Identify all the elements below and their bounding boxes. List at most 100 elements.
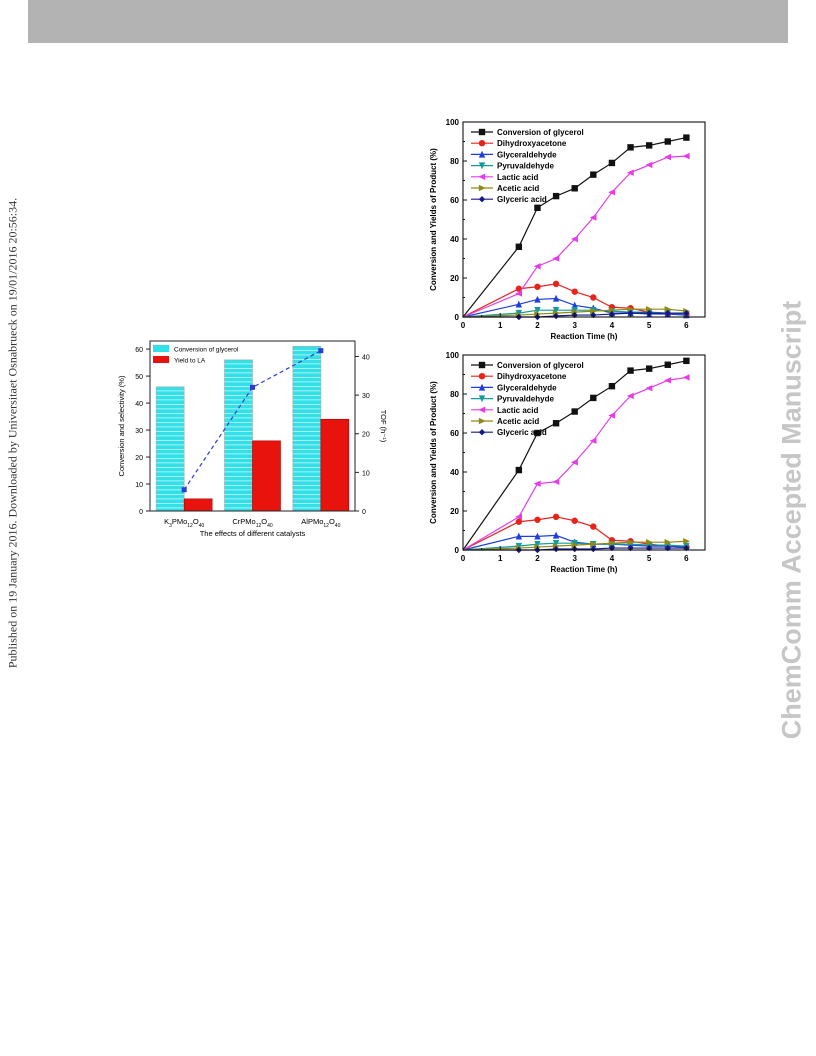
legend-label-0: Conversion of glycerol — [497, 128, 584, 137]
series-5-point-10 — [683, 538, 691, 545]
x-category-label-part: K — [164, 517, 169, 526]
x-category-label-part: 3 — [169, 523, 172, 529]
legend-label-1: Yield to LA — [174, 358, 206, 365]
legend-label-3: Pyruvaldehyde — [497, 395, 554, 404]
y-tick-label: 40 — [450, 235, 459, 244]
series-4-point-1 — [515, 513, 523, 521]
x-tick-label: 4 — [610, 321, 615, 330]
series-0-point-2 — [534, 204, 541, 211]
series-3-point-3 — [552, 539, 560, 547]
series-0-point-3 — [552, 192, 560, 200]
series-0-point-6 — [608, 383, 616, 390]
y-tick-label: 20 — [135, 455, 143, 462]
y2-tick-label: 30 — [362, 393, 370, 400]
series-1-point-1 — [515, 518, 523, 525]
legend-marker-6 — [478, 429, 486, 436]
y-tick-label: 60 — [450, 429, 459, 438]
side-right-watermark: ChemComm Accepted Manuscript — [766, 200, 816, 840]
legend-marker-0 — [478, 128, 486, 136]
series-1-point-3 — [552, 513, 560, 521]
series-0-point-7 — [627, 367, 634, 374]
bar-conversion-2 — [292, 346, 322, 512]
legend-label-6: Glyceric acid — [497, 428, 547, 437]
y-tick-label: 50 — [135, 374, 143, 381]
tof-point-0 — [181, 487, 187, 493]
legend-label-1: Dihydroxyacetone — [497, 372, 567, 381]
series-5-point-4 — [571, 541, 579, 549]
plot-frame — [149, 340, 356, 512]
download-notice: Published on 19 January 2016. Downloaded… — [5, 197, 20, 669]
x-category-label-part: 40 — [267, 523, 273, 529]
series-4-point-1 — [515, 290, 523, 297]
x-category-label-part: 12 — [323, 523, 329, 529]
series-0-point-5 — [590, 171, 597, 178]
x-tick-label: 3 — [572, 554, 577, 563]
x-tick-label: 5 — [647, 321, 652, 330]
y-tick-label: 10 — [135, 482, 143, 489]
legend-label-2: Glyceraldehyde — [497, 383, 557, 392]
legend-marker-4 — [478, 406, 486, 413]
series-4-point-3 — [552, 478, 560, 485]
x-category-label-part: 12 — [187, 523, 193, 529]
series-4-point-5 — [589, 214, 597, 221]
x-tick-label: 0 — [461, 321, 466, 330]
header-bar — [28, 0, 788, 43]
legend-marker-0 — [478, 361, 486, 369]
x-category-label-part: AlPMo — [301, 517, 323, 526]
y-tick-label: 80 — [450, 390, 459, 399]
legend-marker-2 — [478, 150, 486, 158]
x-tick-label: 6 — [684, 321, 689, 330]
y-tick-label: 100 — [446, 351, 460, 360]
x-category-label-part: 40 — [335, 523, 341, 529]
series-0-point-4 — [571, 185, 578, 192]
series-4-point-9 — [664, 377, 671, 384]
accepted-manuscript-watermark: ChemComm Accepted Manuscript — [776, 300, 807, 740]
series-0-point-1 — [515, 243, 523, 250]
legend-marker-5 — [478, 417, 486, 425]
tof-point-2 — [318, 348, 324, 354]
series-5-point-9 — [664, 306, 672, 313]
series-4-point-2 — [533, 480, 541, 487]
y-tick-label: 40 — [450, 468, 459, 477]
bar-yield-1 — [252, 440, 281, 512]
x-tick-label: 5 — [647, 554, 652, 563]
legend-label-6: Glyceric acid — [497, 195, 547, 204]
x-axis-label: Reaction Time (h) — [551, 565, 618, 574]
series-4-point-7 — [626, 169, 634, 176]
series-5-point-9 — [664, 539, 672, 546]
series-2-point-1 — [515, 300, 523, 308]
legend-label-2: Glyceraldehyde — [497, 150, 557, 159]
legend-marker-2 — [478, 383, 486, 391]
legend-label-3: Pyruvaldehyde — [497, 162, 554, 171]
series-4-point-6 — [608, 412, 616, 419]
y-tick-label: 40 — [135, 401, 143, 408]
legend-marker-1 — [478, 140, 486, 147]
series-0-point-7 — [627, 144, 634, 151]
series-4-point-8 — [645, 161, 653, 169]
series-5-point-7 — [627, 539, 635, 546]
y-axis-label: Conversion and selectivity (%) — [117, 375, 126, 476]
series-5-point-6 — [608, 539, 616, 547]
y2-axis-label: TOF (h⁻¹) — [379, 410, 388, 443]
legend-label-5: Acetic acid — [497, 417, 539, 426]
x-tick-label: 4 — [610, 554, 615, 563]
x-tick-label: 1 — [498, 554, 503, 563]
x-category-label-part: O — [329, 517, 335, 526]
series-4-point-2 — [533, 263, 541, 270]
y-tick-label: 0 — [139, 509, 143, 516]
series-5-point-7 — [627, 306, 635, 313]
legend-marker-1 — [478, 373, 486, 380]
series-0-point-5 — [590, 394, 597, 402]
x-category-label-0: K3PMo12O40 — [164, 517, 204, 529]
x-category-label-1: CrPMo12O40 — [232, 517, 273, 529]
legend-marker-6 — [478, 196, 486, 203]
legend-marker-3 — [478, 162, 486, 170]
series-0-point-4 — [571, 408, 578, 415]
series-1-point-5 — [590, 294, 597, 301]
series-5-point-5 — [590, 307, 598, 315]
x-category-label-part: O — [193, 517, 199, 526]
series-3-point-3 — [552, 306, 560, 314]
